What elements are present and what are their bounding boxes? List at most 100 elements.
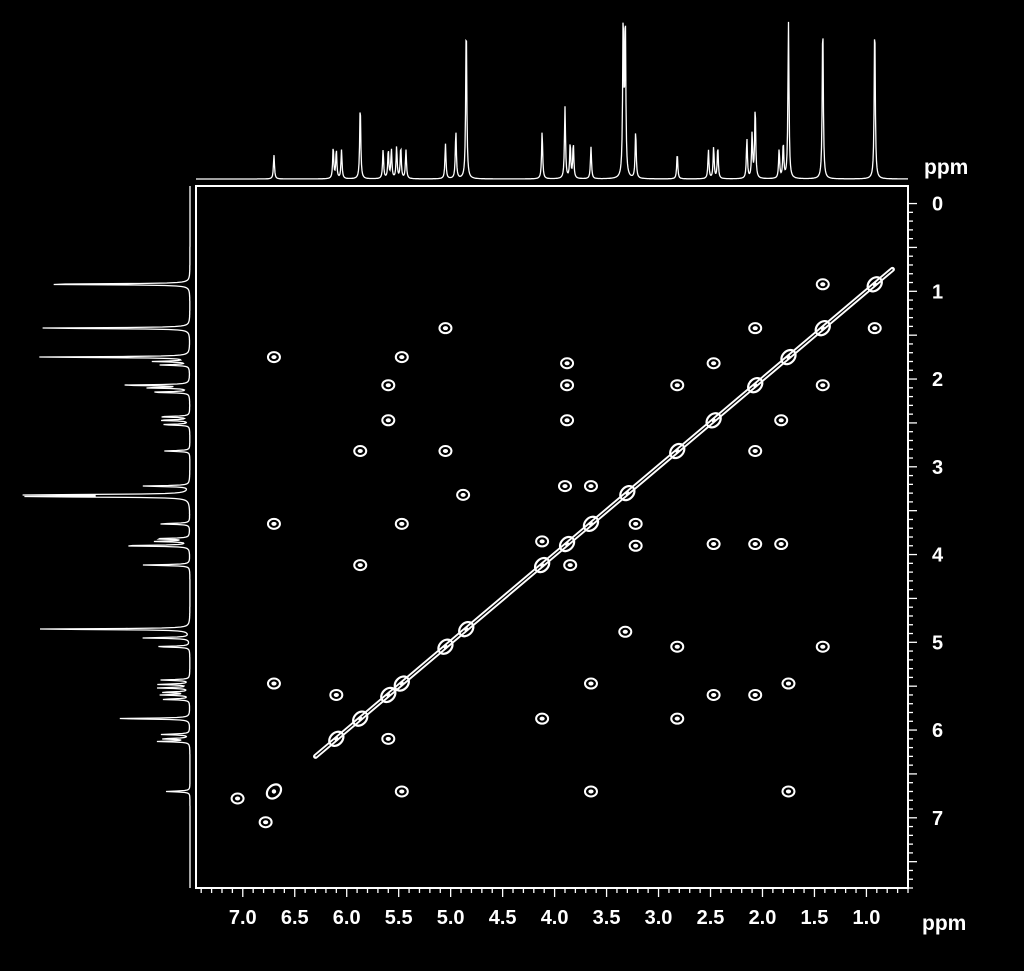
x-tick-label: 4.5 — [489, 907, 517, 929]
cross-peak-core — [820, 383, 826, 388]
x-tick-label: 3.5 — [593, 907, 621, 929]
diagonal-peak-core — [675, 448, 680, 454]
x-tick-label: 7.0 — [229, 907, 257, 929]
diagonal-peak-core — [539, 562, 545, 568]
cross-peak-core — [385, 736, 391, 741]
top-ppm-label: ppm — [924, 156, 968, 179]
cross-peak-core — [785, 681, 792, 686]
y-tick-label: 3 — [932, 457, 943, 479]
diagonal-peak — [558, 535, 576, 553]
diagonal-peak — [747, 377, 764, 394]
cross-peak-core — [271, 521, 277, 526]
cross-peak-core — [633, 543, 639, 548]
y-tick-label: 6 — [932, 720, 943, 742]
cross-peak — [353, 559, 368, 572]
cross-peak — [583, 480, 598, 493]
cross-peak — [618, 625, 633, 638]
cross-peak-core — [711, 542, 717, 547]
cross-peak — [560, 357, 575, 370]
diagonal-peak-core — [399, 681, 405, 686]
cross-peak-core — [711, 692, 717, 697]
cross-peak — [748, 445, 763, 458]
diagonal-peak-core — [625, 490, 630, 496]
left-projection-spectrum — [22, 186, 191, 888]
cross-peak — [557, 480, 572, 493]
cross-peak-core — [785, 789, 792, 794]
cross-peaks — [230, 278, 882, 829]
diagonal-peak — [328, 730, 345, 747]
cross-peak-core — [539, 539, 545, 544]
cross-peak-core — [399, 789, 405, 794]
x-tick-label: 6.0 — [333, 907, 361, 929]
cross-peak-core — [588, 681, 594, 686]
x-tick-label: 1.0 — [853, 907, 881, 929]
y-tick-label: 5 — [932, 632, 943, 654]
x-tick-label: 6.5 — [281, 907, 309, 929]
cross-peak — [535, 535, 550, 548]
y-tick-label: 2 — [932, 369, 943, 391]
diagonal-peak — [780, 348, 797, 366]
cross-peak — [815, 278, 830, 291]
cross-peak-core — [674, 383, 680, 388]
cross-peak — [560, 379, 575, 392]
cross-peak-core — [442, 326, 449, 331]
cross-peak — [563, 559, 578, 572]
x-tick-label: 3.0 — [645, 907, 673, 929]
cross-peak — [266, 351, 281, 364]
cross-peak-core — [674, 716, 680, 721]
cross-peak-core — [271, 355, 277, 360]
cross-peak-core — [564, 361, 570, 366]
cross-peak-core — [399, 521, 405, 526]
diagonal-inner — [315, 268, 893, 757]
x-tick-label: 2.5 — [697, 907, 725, 929]
diagonal-peak — [352, 710, 369, 727]
cross-peak — [583, 785, 598, 798]
cross-peak-core — [567, 563, 573, 568]
diagonal-peak — [393, 675, 410, 692]
cross-peak — [456, 488, 471, 501]
y-tick-label: 7 — [932, 808, 943, 830]
cross-peak — [670, 712, 685, 725]
cross-peak — [394, 785, 409, 798]
cross-peak — [381, 414, 396, 427]
cross-peak-core — [633, 521, 639, 526]
x-axis-label: ppm — [922, 912, 966, 935]
y-axis: 0 1 2 3 4 5 6 7 — [908, 194, 944, 889]
cross-peak — [815, 379, 830, 392]
cross-peak-core — [564, 383, 570, 388]
cross-peak — [774, 414, 789, 427]
diagonal-peak-core — [464, 626, 469, 632]
cross-peak-core — [385, 418, 391, 423]
cross-peak — [628, 539, 643, 552]
cross-peak-core — [539, 716, 545, 721]
cross-peak-core — [752, 542, 758, 547]
cross-peak — [438, 322, 453, 335]
cross-peak — [670, 640, 685, 653]
cross-peak — [706, 357, 721, 370]
top-projection-spectrum — [196, 21, 908, 180]
cross-peak-core — [711, 361, 717, 366]
cross-peak-core — [820, 282, 826, 287]
diagonal-peak — [814, 319, 831, 337]
cross-peak — [748, 538, 763, 551]
cross-peak — [628, 517, 643, 530]
diagonal-peak-core — [386, 692, 391, 698]
cross-peak — [381, 379, 396, 392]
cross-peak-core — [271, 681, 277, 686]
cross-peak — [230, 792, 245, 805]
cross-peak-core — [752, 692, 758, 697]
cross-peak-core — [752, 449, 758, 454]
diagonal-peak — [619, 484, 636, 502]
y-tick-label: 4 — [932, 545, 944, 567]
cross-peak-core — [357, 563, 363, 568]
diagonal-peak — [705, 412, 722, 429]
cross-peak — [867, 322, 882, 335]
diagonal-peak-core — [443, 644, 448, 649]
cross-peak — [774, 538, 789, 551]
diagonal-peak-core — [711, 418, 716, 423]
cross-peak-core — [442, 449, 449, 454]
cross-peak — [706, 688, 721, 701]
cross-peak-core — [564, 418, 570, 423]
cross-peak — [748, 688, 763, 701]
cross-peak-core — [385, 383, 391, 388]
